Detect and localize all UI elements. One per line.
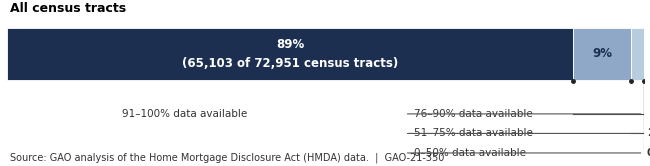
Text: All census tracts: All census tracts — [10, 2, 126, 15]
Text: 89%
(65,103 of 72,951 census tracts): 89% (65,103 of 72,951 census tracts) — [182, 38, 398, 70]
Text: 51–75% data available: 51–75% data available — [414, 128, 533, 138]
Text: 9%: 9% — [592, 47, 612, 60]
Text: 76–90% data available: 76–90% data available — [414, 109, 533, 119]
Text: 91–100% data available: 91–100% data available — [122, 109, 248, 119]
Text: 0–50% data available: 0–50% data available — [414, 148, 526, 158]
Bar — [6, 28, 573, 80]
Text: Source: GAO analysis of the Home Mortgage Disclosure Act (HMDA) data.  |  GAO-21: Source: GAO analysis of the Home Mortgag… — [10, 152, 444, 163]
Bar — [573, 28, 630, 80]
Text: 0.1%: 0.1% — [647, 148, 650, 158]
Text: 2%: 2% — [647, 128, 650, 138]
Bar — [630, 28, 644, 80]
